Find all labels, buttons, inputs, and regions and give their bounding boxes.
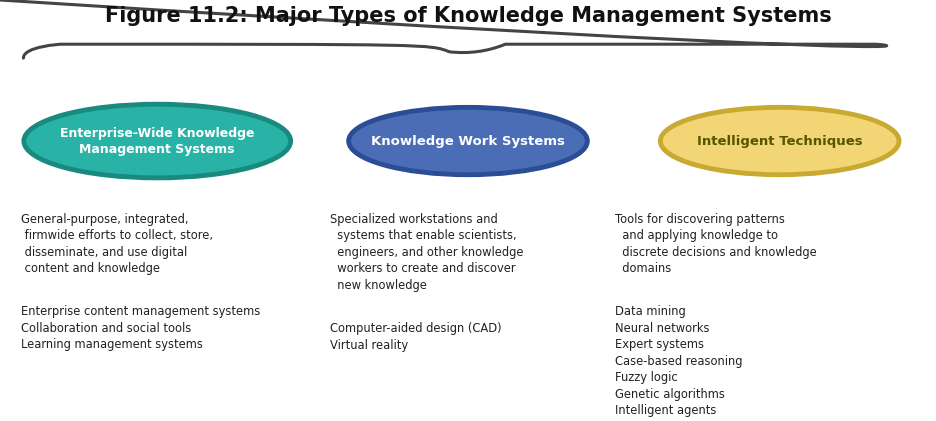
Ellipse shape xyxy=(661,107,899,175)
Text: Figure 11.2: Major Types of Knowledge Management Systems: Figure 11.2: Major Types of Knowledge Ma… xyxy=(105,6,831,27)
Text: Enterprise content management systems
Collaboration and social tools
Learning ma: Enterprise content management systems Co… xyxy=(21,305,260,351)
Text: Intelligent Techniques: Intelligent Techniques xyxy=(697,135,862,147)
Text: Tools for discovering patterns
  and applying knowledge to
  discrete decisions : Tools for discovering patterns and apply… xyxy=(615,213,817,275)
Text: Enterprise-Wide Knowledge
Management Systems: Enterprise-Wide Knowledge Management Sys… xyxy=(60,127,255,155)
Ellipse shape xyxy=(348,107,588,175)
Text: Knowledge Work Systems: Knowledge Work Systems xyxy=(371,135,565,147)
Text: General-purpose, integrated,
 firmwide efforts to collect, store,
 disseminate, : General-purpose, integrated, firmwide ef… xyxy=(21,213,212,275)
Ellipse shape xyxy=(24,104,291,178)
Text: Specialized workstations and
  systems that enable scientists,
  engineers, and : Specialized workstations and systems tha… xyxy=(330,213,524,292)
Text: Computer-aided design (CAD)
Virtual reality: Computer-aided design (CAD) Virtual real… xyxy=(330,322,502,352)
Text: Data mining
Neural networks
Expert systems
Case-based reasoning
Fuzzy logic
Gene: Data mining Neural networks Expert syste… xyxy=(615,305,742,417)
